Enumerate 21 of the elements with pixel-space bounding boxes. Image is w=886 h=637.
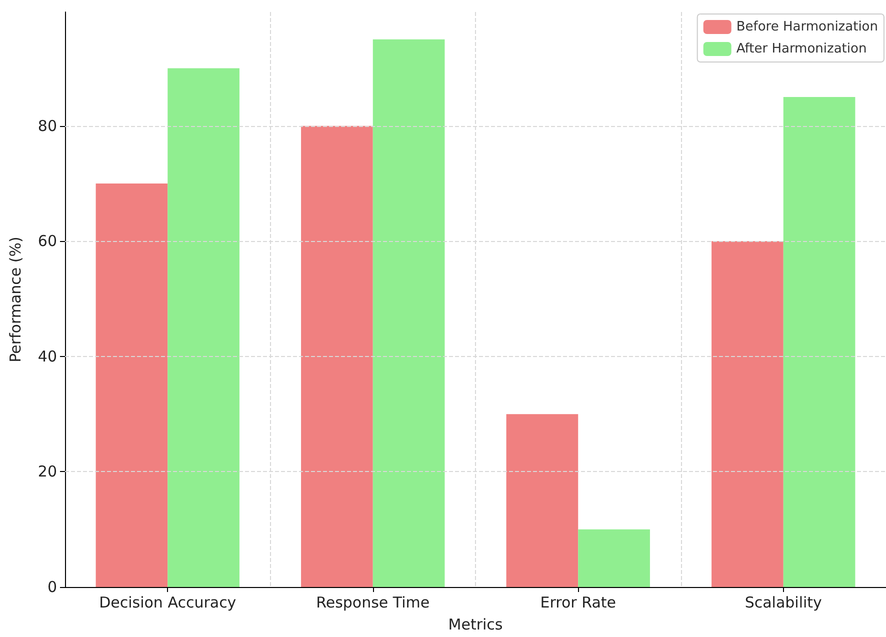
bar [712,241,784,587]
y-tick-label: 20 [38,462,57,481]
x-tick-label: Error Rate [540,594,616,612]
bar [506,414,578,587]
bar [372,39,445,587]
x-tick-label: Scalability [744,594,822,612]
y-tick-label: 80 [38,116,57,135]
bar [96,183,168,587]
y-tick-label: 60 [38,232,57,250]
bar [783,97,856,587]
bar [168,68,240,587]
x-axis-title: Metrics [448,616,503,634]
x-tick-label: Decision Accuracy [99,594,236,612]
y-tick-label: 0 [47,578,57,596]
bar [578,529,650,587]
bar [301,126,373,587]
legend-label: Before Harmonization [736,20,878,34]
y-axis-title: Performance (%) [6,236,24,362]
y-tick-label: 40 [38,347,57,366]
legend-label: After Harmonization [736,42,867,56]
x-tick-label: Response Time [316,594,430,612]
